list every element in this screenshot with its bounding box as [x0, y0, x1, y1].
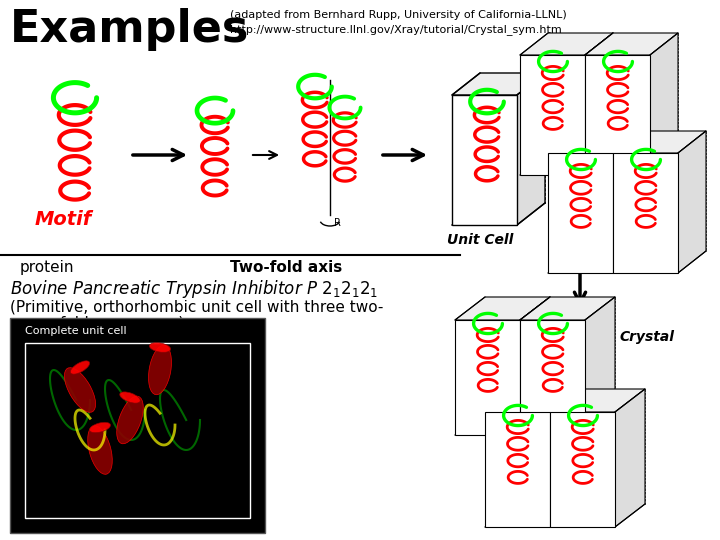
Polygon shape [613, 131, 706, 153]
Polygon shape [678, 131, 706, 273]
Polygon shape [550, 412, 615, 527]
Text: Examples: Examples [10, 8, 249, 51]
Polygon shape [613, 131, 641, 273]
Text: protein: protein [20, 260, 74, 275]
Text: Motif: Motif [35, 210, 92, 229]
Ellipse shape [149, 343, 171, 352]
Ellipse shape [88, 426, 112, 474]
Polygon shape [455, 320, 520, 435]
Polygon shape [517, 73, 545, 225]
Ellipse shape [120, 392, 140, 403]
Polygon shape [520, 320, 585, 435]
Ellipse shape [71, 361, 89, 374]
Polygon shape [485, 389, 580, 412]
Polygon shape [585, 297, 615, 435]
Polygon shape [455, 297, 550, 320]
Polygon shape [585, 55, 650, 175]
Polygon shape [548, 131, 641, 153]
Text: Crystal: Crystal [620, 330, 675, 344]
Text: Unit Cell: Unit Cell [447, 233, 513, 247]
Polygon shape [10, 318, 265, 533]
Polygon shape [485, 412, 550, 527]
Text: (adapted from Bernhard Rupp, University of California-LLNL): (adapted from Bernhard Rupp, University … [230, 10, 567, 20]
Polygon shape [585, 33, 678, 55]
Polygon shape [650, 33, 678, 175]
Text: $\it{Bovine\ Pancreatic\ Trypsin\ Inhibitor\ P\ 2_12_12_1}$: $\it{Bovine\ Pancreatic\ Trypsin\ Inhibi… [10, 278, 378, 300]
Polygon shape [550, 389, 645, 412]
Ellipse shape [89, 422, 110, 433]
Polygon shape [520, 297, 615, 320]
Text: R: R [334, 218, 341, 228]
Polygon shape [520, 297, 550, 435]
Polygon shape [585, 33, 613, 175]
Polygon shape [452, 95, 517, 225]
Polygon shape [548, 153, 613, 273]
Polygon shape [615, 389, 645, 527]
Text: fold screw axes): fold screw axes) [60, 315, 184, 330]
Ellipse shape [64, 368, 96, 413]
Text: Two-fold axis: Two-fold axis [230, 260, 342, 275]
Ellipse shape [148, 345, 171, 395]
Polygon shape [550, 389, 580, 527]
Text: (Primitive, orthorhombic unit cell with three two-: (Primitive, orthorhombic unit cell with … [10, 300, 383, 315]
Text: http://www-structure.llnl.gov/Xray/tutorial/Crystal_sym.htm: http://www-structure.llnl.gov/Xray/tutor… [230, 24, 562, 35]
Text: Lattice: Lattice [590, 170, 644, 184]
Polygon shape [520, 33, 613, 55]
Polygon shape [613, 153, 678, 273]
Polygon shape [520, 55, 585, 175]
Polygon shape [452, 73, 545, 95]
Text: Complete unit cell: Complete unit cell [25, 326, 127, 336]
Ellipse shape [117, 396, 143, 444]
